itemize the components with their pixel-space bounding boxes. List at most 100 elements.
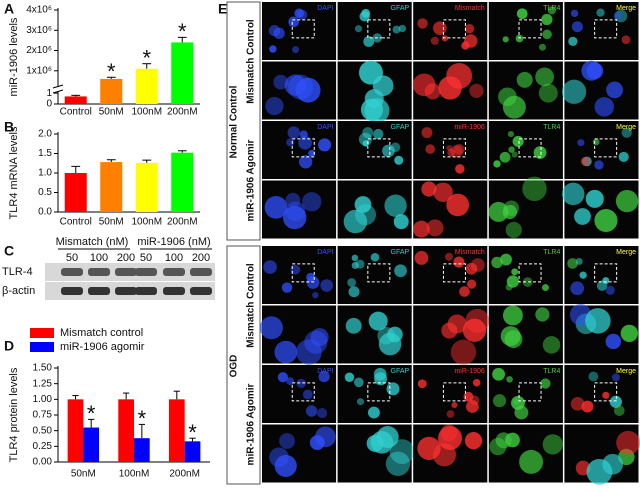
cell (620, 324, 638, 342)
cell (469, 83, 484, 98)
cell (347, 278, 356, 287)
micrograph (413, 365, 488, 423)
y-tick-label: 0 (46, 99, 52, 110)
channel-label: miR-1906 (454, 124, 484, 131)
cell (464, 34, 478, 48)
cell (351, 254, 359, 262)
cell (367, 406, 380, 419)
cell (451, 401, 458, 408)
cell (277, 372, 288, 383)
blot-band (61, 287, 83, 295)
cell (577, 139, 585, 147)
cell (466, 279, 477, 289)
lane-label: 200 (192, 252, 210, 264)
cell (424, 83, 441, 100)
micrograph (488, 121, 563, 179)
cell (446, 193, 470, 217)
bar (100, 78, 123, 104)
bar (135, 162, 158, 212)
zoom-box (518, 19, 542, 39)
y-tick-label: 2.0 (38, 129, 52, 140)
cell (618, 151, 629, 162)
cell (495, 432, 512, 449)
cell (392, 25, 401, 34)
cell (609, 395, 622, 408)
significance: * (188, 420, 197, 445)
legend-swatch (30, 342, 54, 352)
cell (511, 268, 519, 276)
blot-band (190, 287, 212, 295)
zoom-box (594, 263, 618, 283)
cell (455, 164, 465, 174)
cell (302, 192, 322, 212)
cell (516, 8, 528, 20)
cell (440, 424, 458, 442)
cell (606, 81, 623, 99)
x-tick-label: 200nM (169, 469, 200, 480)
cell (568, 36, 578, 47)
cell (384, 194, 407, 217)
micrograph (488, 246, 563, 304)
cell (447, 148, 456, 157)
channel-label: Merge (616, 368, 636, 375)
cell (417, 18, 428, 29)
cell (535, 67, 554, 87)
cell (274, 340, 298, 364)
cell (594, 97, 615, 117)
cell (445, 252, 454, 261)
micrograph (564, 365, 639, 423)
cell (463, 391, 474, 402)
legend-swatch (30, 328, 54, 338)
channel-label: Mismatch (455, 249, 485, 256)
cell (464, 23, 475, 34)
cell (472, 379, 481, 387)
cell (505, 221, 522, 239)
channel-label: TLR4 (543, 124, 560, 131)
panel-label: C (4, 243, 14, 259)
x-tick-label: 50nM (71, 469, 96, 480)
y-tick-label: 0.0 (38, 207, 52, 218)
cell (502, 36, 509, 43)
cell (295, 77, 321, 103)
significance: * (138, 406, 147, 431)
cell (542, 434, 563, 455)
y-tick-label: 0.25 (33, 441, 53, 452)
y-tick-label: 1.5 (38, 148, 52, 159)
cell (602, 453, 624, 475)
cell (616, 430, 640, 455)
cell (414, 251, 429, 265)
blot-band (61, 268, 83, 276)
cell (363, 36, 375, 47)
cell (310, 328, 329, 347)
cell (421, 181, 437, 197)
cell (421, 127, 433, 139)
zoom-box (594, 138, 618, 158)
blot-band (115, 268, 137, 276)
cell (519, 449, 544, 474)
group-frame (226, 245, 261, 485)
cell (345, 317, 362, 334)
bar (184, 441, 201, 462)
cell (540, 378, 551, 389)
cell (269, 45, 277, 53)
micrograph (488, 305, 563, 364)
cell (579, 271, 587, 279)
cell (298, 135, 312, 150)
cell (488, 201, 509, 222)
blot-band (88, 287, 110, 295)
cell (264, 195, 288, 219)
zoom-box (367, 382, 391, 402)
cell (417, 379, 427, 389)
micrograph (564, 121, 639, 179)
channel-label: TLR4 (543, 249, 560, 256)
cell (351, 261, 359, 270)
lane-label: 50 (66, 252, 78, 264)
cell (586, 62, 604, 80)
cell (308, 149, 316, 157)
y-tick-label: 1x10⁶ (26, 65, 52, 76)
cell (450, 339, 477, 365)
channel-label: DAPI (317, 249, 333, 256)
cell (386, 382, 400, 396)
cell (512, 135, 524, 147)
cell (315, 426, 336, 448)
